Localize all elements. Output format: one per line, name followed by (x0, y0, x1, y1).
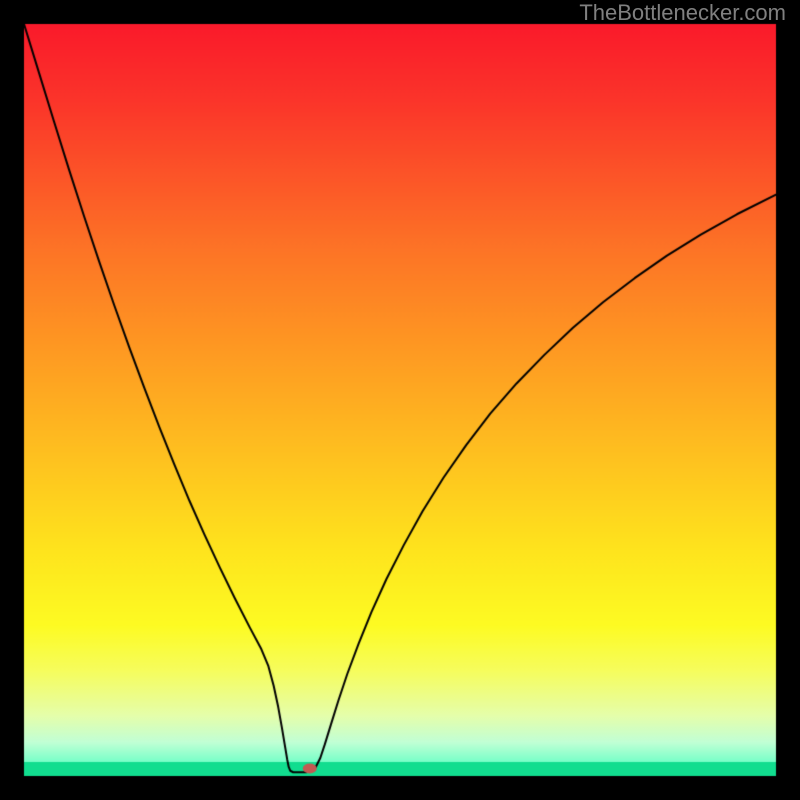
watermark-text: TheBottlenecker.com (579, 0, 786, 26)
chart-stage: { "canvas": { "width": 800, "height": 80… (0, 0, 800, 800)
plot-frame (24, 24, 776, 776)
